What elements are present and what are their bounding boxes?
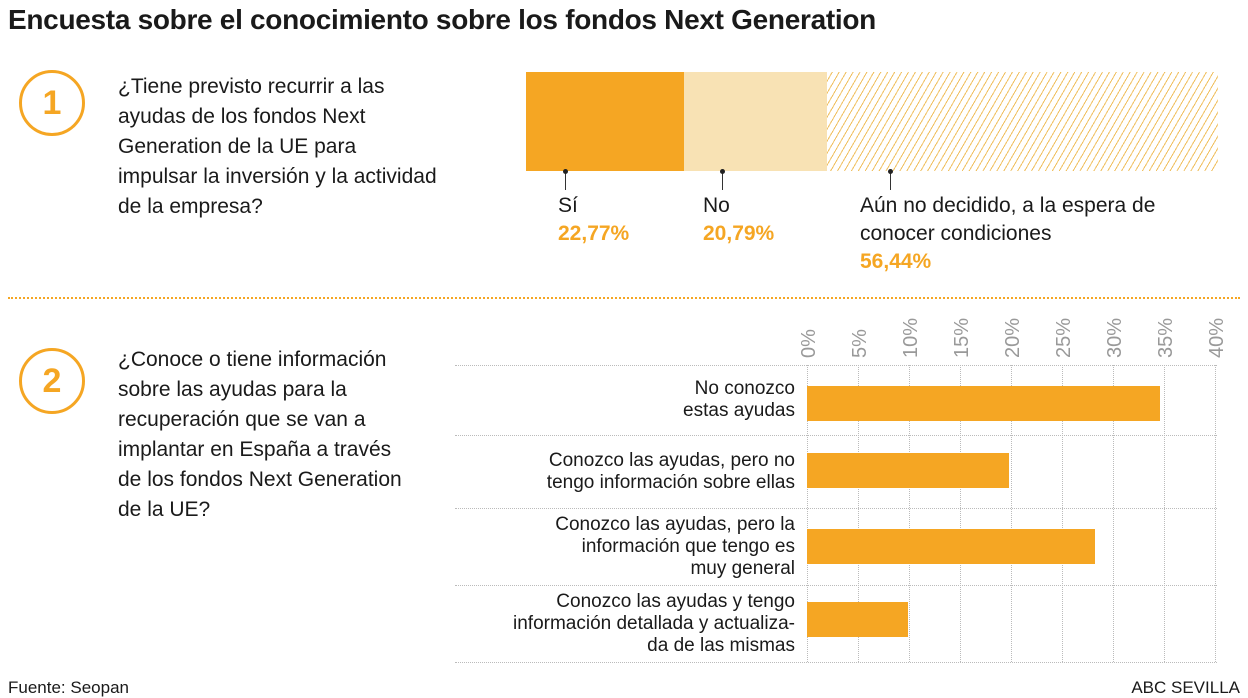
tick-label: 20% (1002, 317, 1024, 358)
leader-dot (719, 169, 725, 174)
question-number-2: 2 (19, 348, 85, 414)
source-note: Fuente: Seopan (8, 678, 129, 697)
label-line: muy general (690, 557, 795, 579)
row-separator (455, 662, 1217, 663)
grid-line (807, 365, 808, 662)
tick-label: 5% (849, 329, 871, 358)
category-label: No conozco estas ayudas (455, 378, 795, 422)
bar-segment-2 (683, 72, 828, 171)
tick-label: 0% (798, 329, 820, 358)
tick-label: 40% (1206, 317, 1228, 358)
bar (807, 529, 1095, 564)
grid-line (1215, 365, 1216, 662)
label-line: Conozco las ayudas y tengo (556, 590, 795, 612)
question-number-1: 1 (19, 70, 85, 136)
question-2-text: ¿Conoce o tiene información sobre las ay… (118, 348, 402, 521)
tick-label: 25% (1053, 317, 1075, 358)
label-line: Conozco las ayudas, pero la (555, 513, 795, 535)
category-label: No (703, 194, 730, 217)
label-line: No conozco (694, 378, 795, 399)
tick-label: 35% (1155, 317, 1177, 358)
bar (807, 386, 1161, 421)
leader-dot (888, 169, 894, 174)
bar-segment-1 (526, 72, 684, 171)
value-label: 20,79% (703, 222, 775, 245)
grid-line (1113, 365, 1114, 662)
segment-label: No 20,79% (703, 192, 823, 248)
label-line: Conozco las ayudas, pero no (548, 449, 795, 471)
question-1-text: ¿Tiene previsto recurrir a las ayudas de… (118, 75, 437, 218)
leader-line (890, 171, 892, 190)
category-label: Aún no decidido, a la espera de conocer … (860, 194, 1156, 245)
bar (807, 602, 908, 637)
category-label: Conozco las ayudas, pero la información q… (455, 514, 795, 580)
value-label: 56,44% (860, 250, 932, 273)
grid-line (1011, 365, 1012, 662)
category-label: Conozco las ayudas, pero no tengo informa… (455, 450, 795, 494)
bar (807, 453, 1009, 488)
tick-label: 15% (951, 317, 973, 358)
label-line: da de las mismas (647, 634, 795, 656)
category-label: Conozco las ayudas y tengo información de… (455, 591, 795, 657)
value-label: 22,77% (558, 222, 630, 245)
grid-line (858, 365, 859, 662)
segment-label: Aún no decidido, a la espera de conocer … (860, 192, 1180, 276)
tick-label: 10% (900, 317, 922, 358)
page-title: Encuesta sobre el conocimiento sobre los… (8, 4, 876, 35)
label-line: estas ayudas (683, 400, 795, 421)
category-label: Sí (558, 194, 578, 217)
row-separator (455, 508, 1217, 509)
leader-dot (563, 169, 568, 174)
segment-label: Sí 22,77% (558, 192, 678, 248)
leader-line (565, 171, 566, 190)
row-separator (455, 365, 1217, 366)
label-line: tengo información sobre ellas (546, 471, 795, 493)
label-line: información que tengo es (581, 535, 795, 557)
label-line: información detallada y actualiza- (513, 612, 795, 634)
row-separator (455, 585, 1217, 586)
grid-line (1164, 365, 1165, 662)
grid-line (960, 365, 961, 662)
brand-label: ABC SEVILLA (1131, 678, 1240, 697)
divider (8, 297, 1240, 299)
bar-segment-3 (827, 72, 1218, 171)
row-separator (455, 435, 1217, 436)
grid-line (1062, 365, 1063, 662)
grid-line (909, 365, 910, 662)
tick-label: 30% (1104, 317, 1126, 358)
leader-line (721, 171, 723, 190)
